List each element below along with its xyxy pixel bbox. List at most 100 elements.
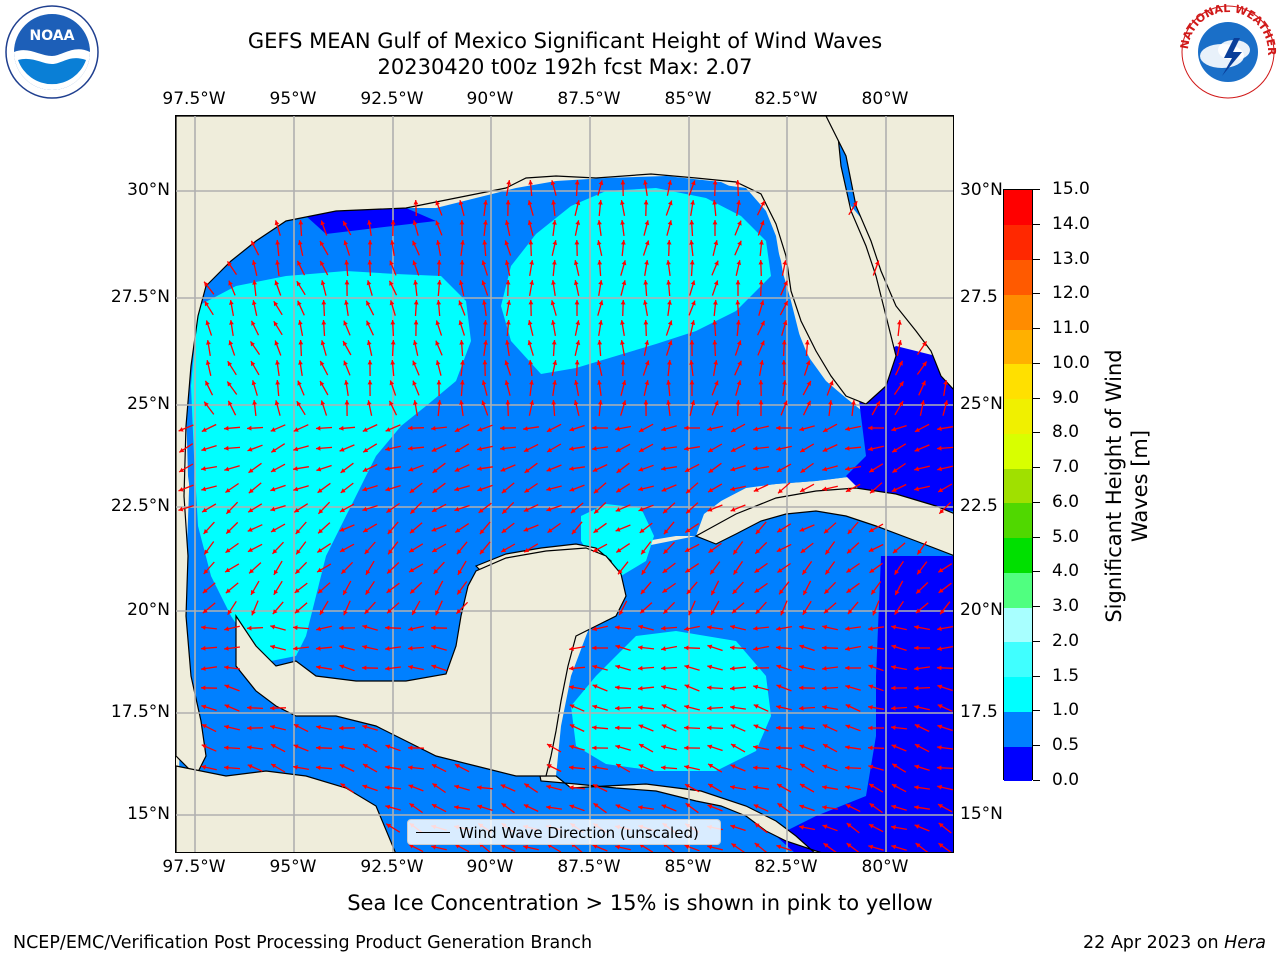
colorbar-tick-label-3: 1.5 (1052, 665, 1080, 686)
colorbar-segment-1 (1004, 711, 1032, 747)
wave-arrow-head-440 (270, 506, 276, 512)
wave-arrow-head-593 (802, 609, 808, 615)
left-lat-tick-3: 22.5°N (110, 496, 170, 516)
wave-arrow-head-614 (661, 625, 666, 631)
wave-arrow-head-218 (460, 360, 465, 365)
wave-arrow-head-138 (506, 300, 511, 305)
wave-arrow-head-838 (661, 804, 667, 809)
wave-arrow-head-149 (759, 300, 765, 306)
wave-arrow-head-116 (598, 280, 603, 285)
wave-arrow-head-802 (340, 783, 346, 788)
colorbar-segment-11 (1004, 363, 1032, 400)
wave-arrow-head-349 (523, 447, 529, 452)
wave-arrow-head-271 (296, 401, 302, 407)
wave-arrow-head-178 (206, 340, 211, 345)
wave-arrow-head-283 (573, 400, 579, 406)
wave-arrow-head-335 (201, 446, 207, 452)
wave-arrow-head-446 (410, 508, 416, 514)
wave-arrow-head-35 (435, 220, 440, 226)
wave-arrow-head-765 (799, 744, 805, 749)
map-legend: Wind Wave Direction (unscaled) (407, 819, 721, 845)
wave-arrow-head-723 (293, 724, 299, 729)
wave-arrow-head-580 (364, 609, 370, 614)
wave-arrow-head-392 (730, 466, 736, 472)
wave-arrow-head-201 (736, 340, 742, 346)
wave-arrow-head-582 (412, 610, 417, 615)
wave-arrow-head-626 (937, 626, 942, 631)
wave-arrow-head-210 (275, 360, 280, 365)
wave-arrow-head-677 (914, 666, 919, 671)
wave-arrow-head-731 (661, 724, 667, 729)
wave-arrow-head-472 (431, 527, 437, 532)
colorbar-tick-label-6: 4.0 (1052, 561, 1080, 582)
wave-arrow-head-873 (938, 823, 944, 828)
wave-arrow-head-143 (620, 300, 626, 305)
wave-arrow-head-269 (252, 400, 257, 405)
colorbar-tick-label-12: 10.0 (1052, 352, 1090, 373)
wave-arrow-head-139 (528, 300, 534, 305)
wave-arrow-head-784 (546, 764, 552, 769)
wave-arrow-head-792 (730, 764, 736, 769)
wave-arrow-head-162 (458, 320, 464, 326)
wave-arrow-head-127 (251, 300, 257, 305)
wave-arrow-head-171 (667, 320, 673, 326)
wave-arrow-head-628 (224, 646, 229, 651)
wave-arrow-head-764 (776, 745, 781, 751)
wave-arrow-head-363 (845, 446, 850, 451)
wave-arrow-head-71 (737, 240, 742, 246)
wave-arrow-head-103 (296, 281, 302, 287)
wave-arrow-head-493 (272, 549, 278, 554)
wave-arrow-head-239 (275, 380, 280, 385)
wave-arrow-head-27 (852, 201, 858, 207)
wave-arrow-head-17 (551, 200, 556, 205)
wave-arrow-head-489 (869, 527, 874, 532)
wave-arrow-head-265 (921, 380, 926, 386)
wave-arrow-head-232 (781, 360, 787, 365)
wave-arrow-head-365 (892, 447, 898, 453)
wave-arrow-head-95 (736, 260, 742, 265)
wave-arrow-head-156 (321, 320, 327, 325)
wave-arrow-head-115 (573, 280, 579, 285)
wave-arrow-head-277 (437, 400, 442, 405)
wave-arrow-head-248 (481, 380, 487, 386)
wave-arrow-head-196 (620, 340, 625, 345)
wave-arrow-head-481 (639, 528, 645, 533)
wave-arrow-head-737 (799, 725, 804, 731)
wave-arrow-head-779 (363, 764, 368, 769)
wave-arrow-head-476 (523, 527, 529, 532)
wave-arrow-head-180 (250, 341, 255, 347)
wave-arrow-head-752 (385, 744, 391, 749)
wave-arrow-head-698 (201, 704, 207, 710)
wave-arrow-head-331 (891, 426, 897, 432)
wave-arrow-head-30 (320, 220, 325, 226)
wave-arrow-head-512 (755, 548, 761, 554)
wave-arrow-head-219 (482, 360, 488, 365)
wave-arrow-head-477 (547, 528, 553, 533)
wave-arrow-head-530 (433, 569, 439, 574)
wave-arrow-head-609 (408, 626, 413, 632)
wave-arrow-head-531 (457, 569, 463, 575)
wave-arrow-head-573 (202, 608, 208, 614)
wave-arrow-head-518 (892, 548, 898, 554)
colorbar-label: Significant Height of Wind Waves [m] (1102, 349, 1152, 623)
wave-arrow-head-611 (592, 626, 597, 632)
wave-arrow-head-831 (501, 803, 507, 808)
wave-arrow-head-700 (247, 705, 252, 711)
wave-arrow-head-387 (616, 468, 622, 473)
wave-arrow-head-13 (458, 200, 464, 206)
wave-arrow-head-451 (523, 507, 529, 512)
wave-arrow-head-456 (638, 507, 644, 512)
wave-arrow-head-295 (851, 400, 856, 405)
top-lon-tick-2: 92.5°W (360, 89, 424, 109)
wave-arrow-head-641 (661, 646, 666, 651)
wave-arrow-head-455 (615, 507, 621, 512)
wave-arrow-head-646 (776, 645, 781, 651)
wave-arrow-head-454 (594, 508, 599, 514)
wave-arrow-head-811 (546, 784, 552, 790)
wave-arrow-head-479 (593, 528, 599, 533)
wave-arrow-head-546 (938, 567, 944, 573)
wave-arrow-head-237 (227, 381, 232, 387)
wave-arrow-head-288 (690, 400, 696, 406)
wave-arrow-head-385 (569, 466, 574, 471)
wave-arrow-head-236 (205, 380, 210, 386)
